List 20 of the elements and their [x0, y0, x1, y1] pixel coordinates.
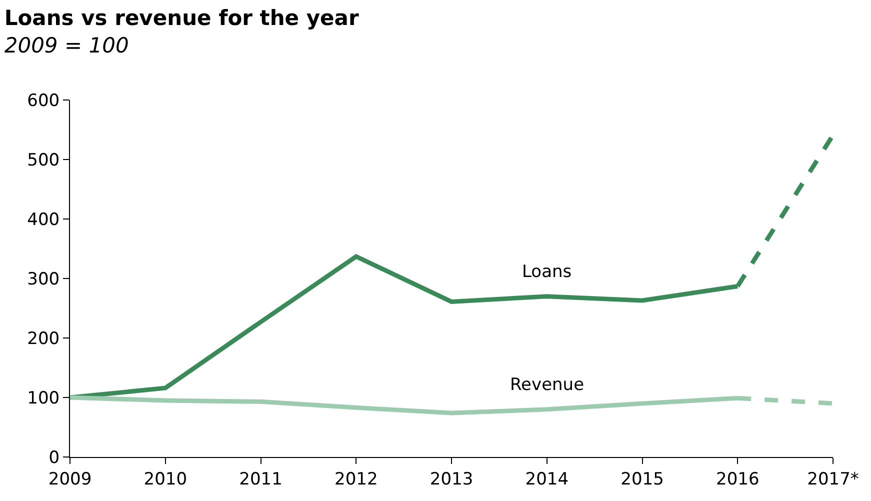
y-tick-label: 300: [27, 269, 60, 290]
x-tick-label: 2016: [716, 469, 760, 490]
y-tick-label: 100: [27, 388, 60, 408]
x-tick-label: 2012: [334, 469, 378, 490]
y-tick-label: 600: [27, 90, 60, 111]
x-tick-label: 2010: [144, 469, 188, 490]
y-tick-label: 500: [27, 150, 60, 170]
x-tick-label: 2009: [48, 469, 92, 490]
y-tick-label: 200: [27, 328, 60, 349]
chart-subtitle: 2009 = 100: [4, 33, 129, 58]
x-tick-label: 2014: [525, 469, 569, 490]
y-tick-label: 0: [48, 448, 60, 468]
chart-title: Loans vs revenue for the year: [4, 6, 360, 30]
series-label: Revenue: [510, 375, 584, 395]
x-tick-label: 2013: [430, 469, 474, 490]
x-tick-label: 2017*: [807, 469, 859, 490]
x-tick-label: 2011: [239, 469, 282, 490]
series-label: Loans: [522, 262, 572, 282]
x-tick-label: 2015: [620, 469, 664, 490]
y-tick-label: 400: [27, 210, 60, 230]
